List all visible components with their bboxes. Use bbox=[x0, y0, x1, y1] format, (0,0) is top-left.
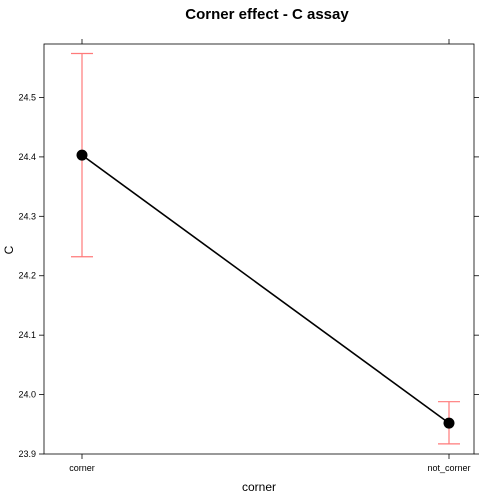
x-axis: corner not_corner bbox=[69, 39, 471, 473]
x-tick-label: corner bbox=[69, 463, 95, 473]
y-tick-label: 24.0 bbox=[18, 390, 36, 400]
data-point bbox=[443, 417, 455, 429]
chart-title: Corner effect - C assay bbox=[185, 6, 349, 23]
data-point bbox=[76, 149, 88, 161]
x-axis-label: corner bbox=[242, 480, 276, 494]
y-tick-label: 24.3 bbox=[18, 211, 36, 221]
plot-frame bbox=[43, 43, 475, 455]
data-points bbox=[76, 149, 455, 429]
y-tick-label: 23.9 bbox=[18, 449, 36, 459]
series-lines bbox=[81, 154, 450, 424]
y-tick-label: 24.2 bbox=[18, 271, 36, 281]
series-line bbox=[81, 154, 450, 424]
x-tick-label: not_corner bbox=[427, 463, 470, 473]
y-axis-label: C bbox=[2, 245, 16, 254]
y-tick-label: 24.4 bbox=[18, 152, 36, 162]
y-axis: 23.9 24.0 24.1 24.2 24.3 24.4 24.5 bbox=[18, 92, 479, 459]
y-tick-label: 24.5 bbox=[18, 92, 36, 102]
y-tick-label: 24.1 bbox=[18, 330, 36, 340]
error-bars bbox=[71, 52, 460, 445]
